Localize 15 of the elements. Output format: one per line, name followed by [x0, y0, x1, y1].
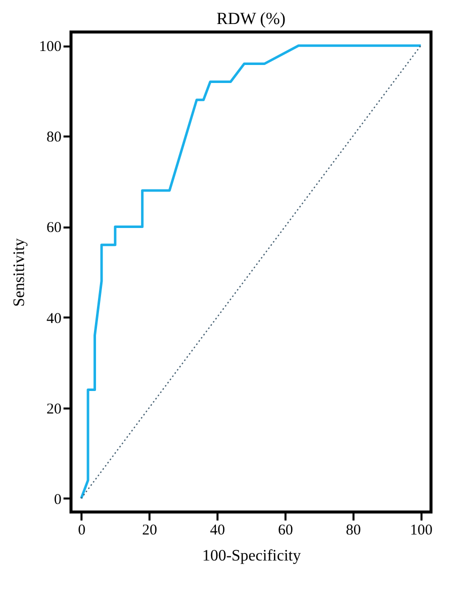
y-tick-label: 40: [46, 310, 62, 327]
x-tick-label: 60: [278, 522, 293, 538]
y-tick-label: 60: [46, 220, 62, 236]
x-tick-label: 100: [410, 522, 433, 538]
y-tick-label: 80: [46, 130, 62, 146]
y-tick-label: 20: [46, 401, 62, 418]
y-tick-label: 100: [39, 39, 62, 56]
x-tick-label: 40: [210, 522, 226, 538]
y-axis-title: Sensitivity: [11, 238, 28, 307]
x-tick-label: 0: [78, 522, 86, 538]
x-tick-label: 20: [142, 522, 158, 538]
x-tick-label: 80: [346, 522, 361, 538]
x-axis-title: 100-Specificity: [202, 548, 301, 564]
chart-title: RDW (%): [216, 9, 286, 28]
y-tick-label: 0: [54, 492, 62, 508]
